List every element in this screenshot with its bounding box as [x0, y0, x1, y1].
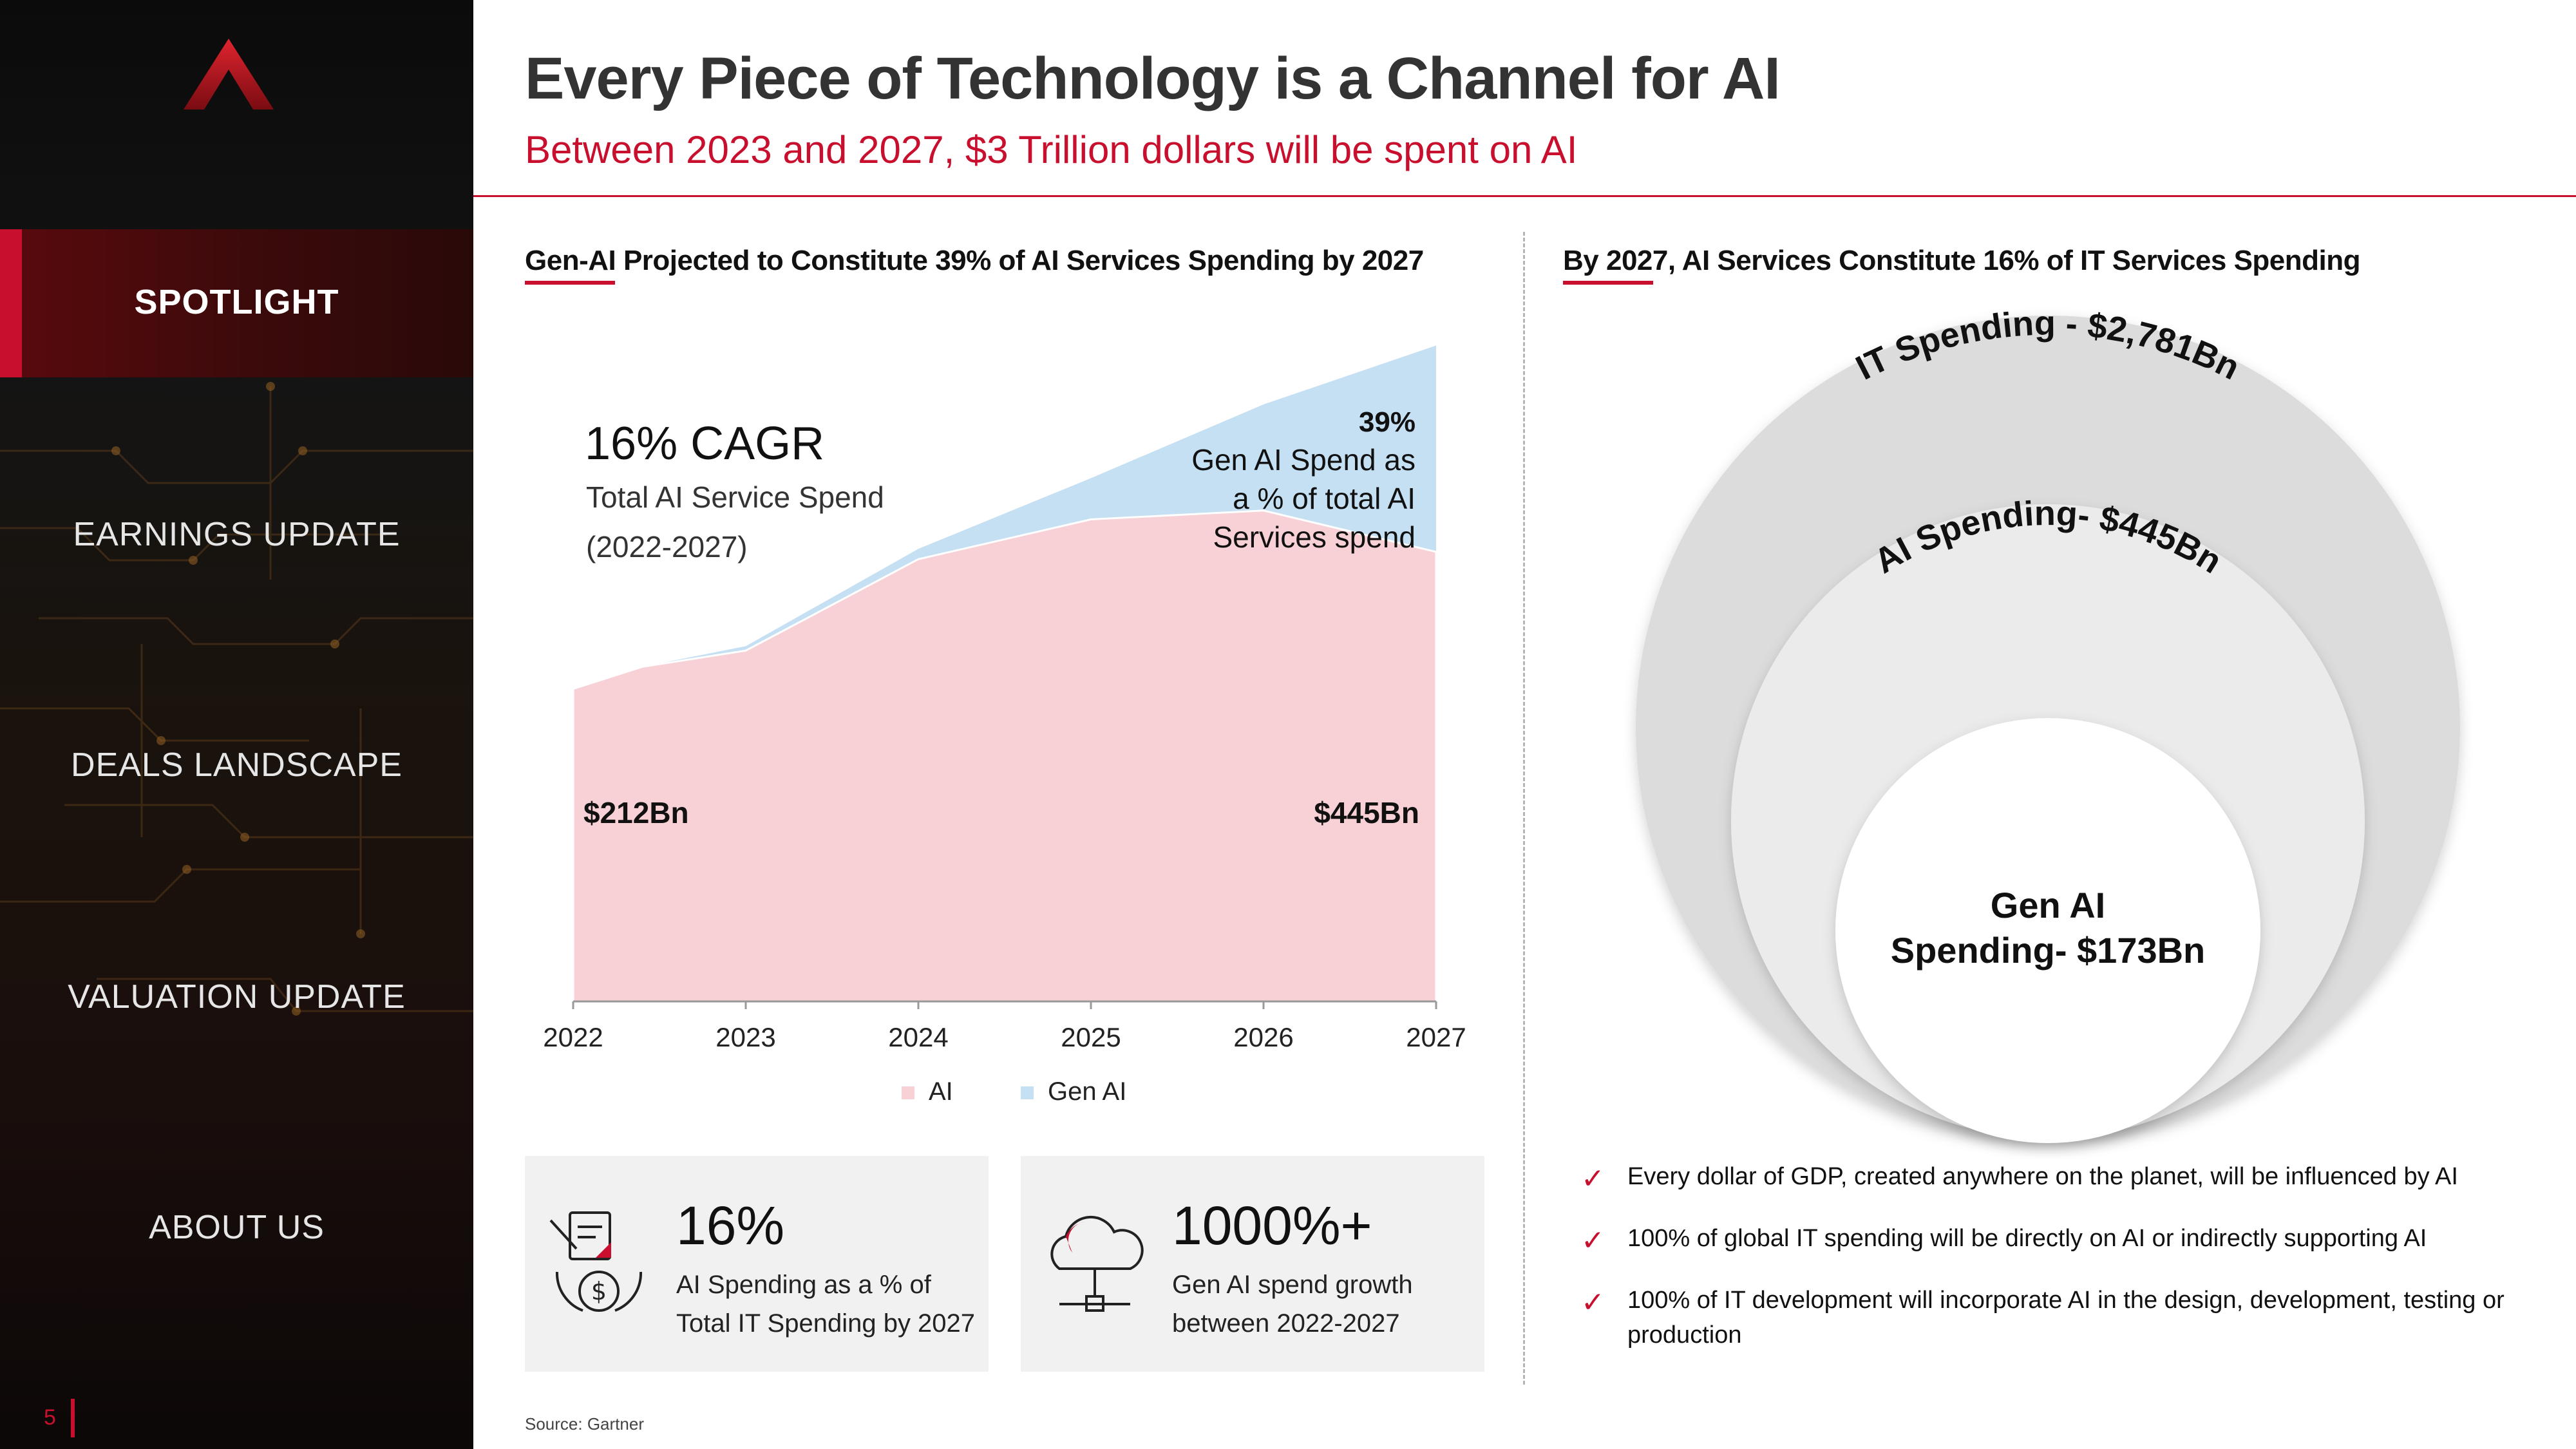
legend-label-gen-ai: Gen AI: [1048, 1077, 1126, 1106]
stat-card-ai-share: $ 16% AI Spending as a % of Total IT Spe…: [525, 1156, 989, 1372]
nav-item-valuation-update[interactable]: VALUATION UPDATE: [68, 978, 406, 1016]
key-points-list: ✓ Every dollar of GDP, created anywhere …: [1581, 1159, 2547, 1379]
cloud-network-icon: [1050, 1215, 1144, 1312]
stat-description-line2: between 2022-2027: [1172, 1309, 1400, 1338]
genai-spending-circle: [1835, 718, 2260, 1143]
stat-value: 16%: [676, 1195, 785, 1256]
list-item: ✓ Every dollar of GDP, created anywhere …: [1581, 1159, 2547, 1195]
page-number: 5: [44, 1405, 56, 1430]
circuit-background: [0, 382, 473, 1016]
right-panel-heading: By 2027, AI Services Constitute 16% of I…: [1563, 245, 2361, 276]
list-item-text: 100% of IT development will incorporate …: [1627, 1287, 2505, 1349]
active-indicator: [0, 229, 22, 377]
genai-share-value: 39%: [1359, 406, 1416, 438]
stat-value: 1000%+: [1172, 1195, 1372, 1256]
right-heading-underline: [1563, 281, 1653, 285]
x-tick-label: 2026: [1233, 1022, 1293, 1052]
stat-description-line2: Total IT Spending by 2027: [676, 1309, 976, 1338]
checkmark-icon: ✓: [1581, 1224, 1605, 1257]
x-tick-label: 2023: [715, 1022, 775, 1052]
stat-description-line1: Gen AI spend growth: [1172, 1271, 1413, 1299]
series-area-gen-ai: [573, 345, 1436, 689]
sidebar: SPOTLIGHT EARNINGS UPDATE DEALS LANDSCAP…: [0, 0, 473, 1449]
left-panel-heading: Gen-AI Projected to Constitute 39% of AI…: [525, 245, 1424, 276]
x-tick-label: 2027: [1406, 1022, 1466, 1052]
page-title: Every Piece of Technology is a Channel f…: [525, 46, 1781, 111]
legend-swatch-gen-ai: [1021, 1086, 1034, 1099]
cagr-value: 16% CAGR: [585, 418, 824, 469]
stat-description: Gen AI spend growth between 2022-2027: [1172, 1265, 1475, 1343]
nav-item-spotlight[interactable]: SPOTLIGHT: [0, 229, 473, 377]
source-note: Source: Gartner: [525, 1414, 644, 1434]
cagr-label-line1: Total AI Service Spend: [586, 480, 884, 514]
list-item: ✓ 100% of global IT spending will be dir…: [1581, 1221, 2547, 1257]
list-item: ✓ 100% of IT development will incorporat…: [1581, 1283, 2547, 1352]
brand-logo-icon[interactable]: [184, 39, 274, 109]
x-tick-label: 2025: [1061, 1022, 1121, 1052]
area-chart: 2022 2023 2024 2025 2026 2027 AI Gen AI 16% CA…: [543, 345, 1466, 1106]
page-subtitle: Between 2023 and 2027, $3 Trillion dolla…: [525, 128, 1578, 171]
series-area-ai: [572, 509, 1437, 1003]
svg-text:$: $: [591, 1277, 607, 1305]
genai-label-line2: Spending- $173Bn: [1891, 930, 2206, 971]
stat-description-line1: AI Spending as a % of: [676, 1271, 931, 1299]
genai-share-line3: Services spend: [1213, 520, 1416, 554]
x-tick-label: 2024: [888, 1022, 948, 1052]
panel-divider: [1523, 232, 1525, 1385]
genai-label-line1: Gen AI: [1991, 885, 2105, 925]
header-divider: [473, 195, 2576, 197]
genai-share-line2: a % of total AI: [1233, 482, 1416, 515]
money-cycle-icon: $: [549, 1211, 643, 1312]
list-item-text: 100% of global IT spending will be direc…: [1627, 1225, 2427, 1252]
nav-item-deals-landscape[interactable]: DEALS LANDSCAPE: [71, 746, 402, 784]
legend-swatch-ai: [902, 1086, 914, 1099]
cagr-label-line2: (2022-2027): [586, 530, 748, 564]
checkmark-icon: ✓: [1581, 1286, 1605, 1319]
nav-item-earnings-update[interactable]: EARNINGS UPDATE: [73, 516, 401, 553]
checkmark-icon: ✓: [1581, 1162, 1605, 1195]
left-heading-underline: [525, 281, 615, 285]
genai-share-line1: Gen AI Spend as: [1191, 443, 1416, 477]
nav-label: SPOTLIGHT: [134, 283, 339, 321]
stat-card-genai-growth: 1000%+ Gen AI spend growth between 2022-…: [1021, 1156, 1484, 1372]
page-number-bar: [71, 1399, 75, 1437]
legend-label-ai: AI: [929, 1077, 953, 1106]
end-value-label: $445Bn: [1314, 796, 1419, 829]
stat-description: AI Spending as a % of Total IT Spending …: [676, 1265, 979, 1343]
start-value-label: $212Bn: [583, 796, 689, 829]
nested-circles-diagram: IT Spending - $2,781Bn AI Spending- $445…: [1636, 304, 2460, 1143]
list-item-text: Every dollar of GDP, created anywhere on…: [1627, 1163, 2458, 1190]
x-tick-label: 2022: [543, 1022, 603, 1052]
nav-item-about-us[interactable]: ABOUT US: [149, 1209, 325, 1246]
